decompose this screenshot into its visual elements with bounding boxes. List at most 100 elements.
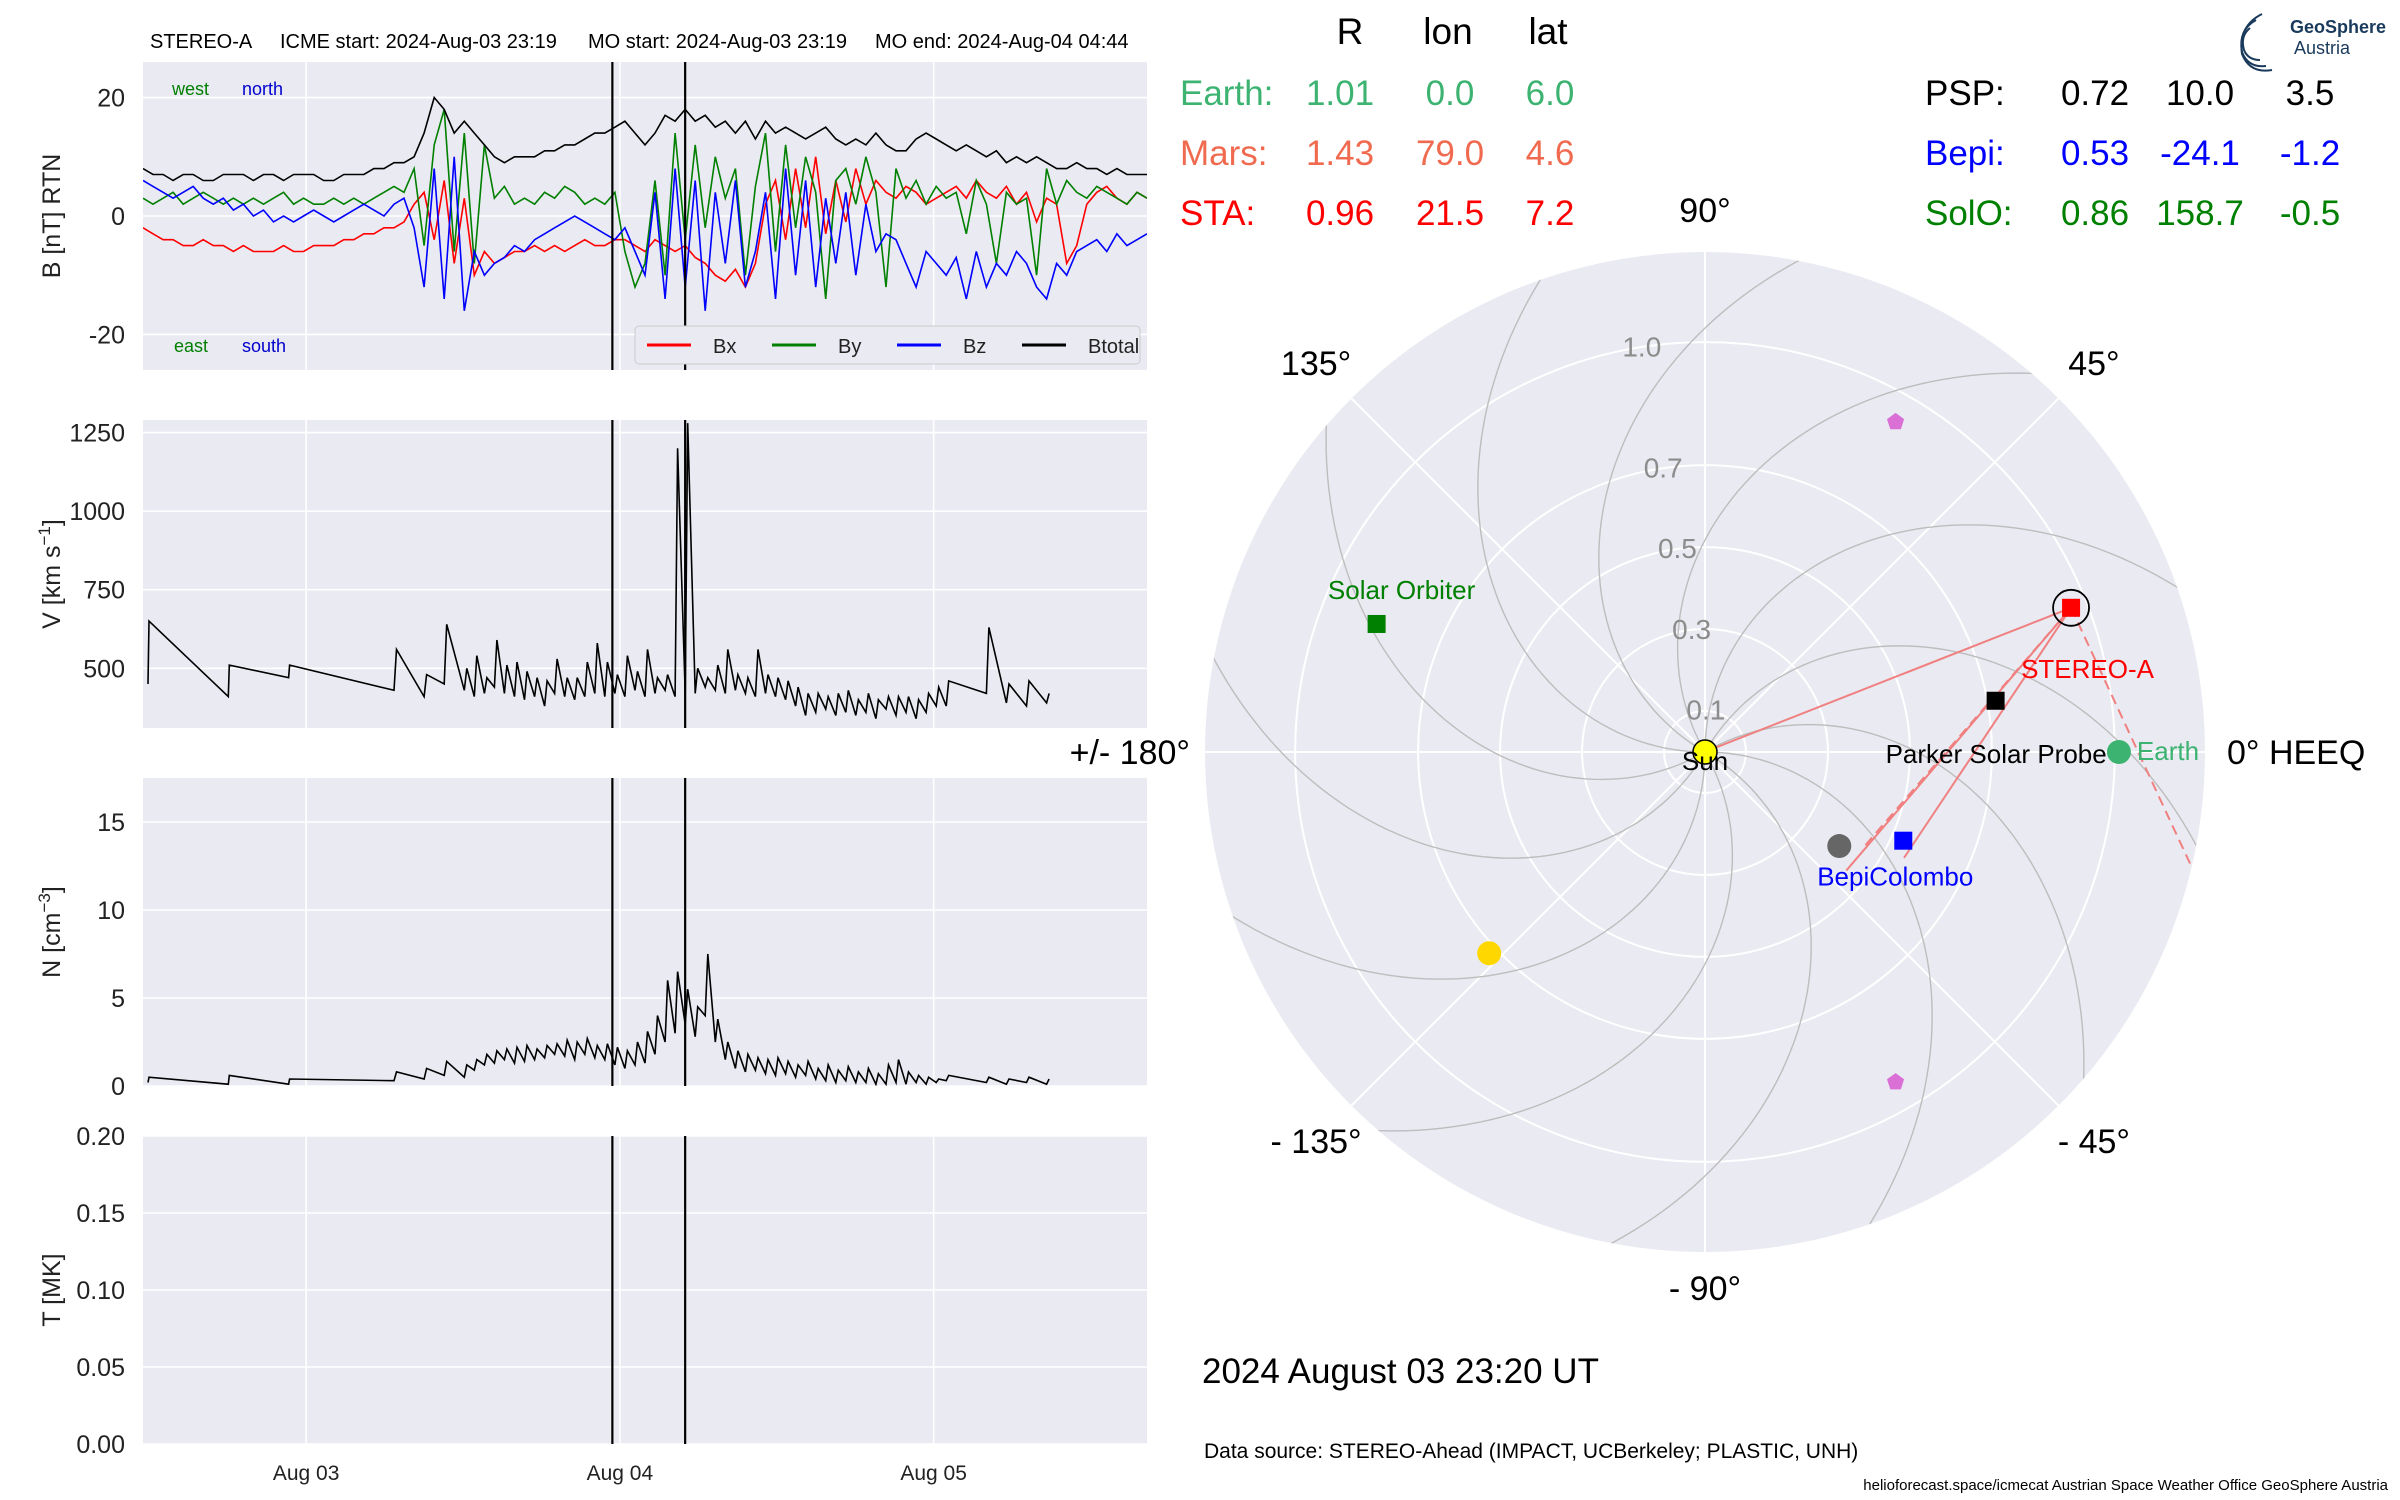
body-marker — [2106, 740, 2131, 764]
stereo-a-dashed-line — [1860, 607, 2072, 851]
angle-label: 0° HEEQ — [2227, 734, 2365, 772]
angular-gridline — [1704, 751, 2060, 1107]
stereo-a-solid-line — [1696, 606, 2072, 756]
highlight-ring — [2052, 588, 2090, 627]
row-name: STA: — [1180, 194, 1255, 233]
header-mo-start: MO start: 2024-Aug-03 23:19 — [588, 31, 847, 53]
b-panel-legend: Bx By Bz Btotal west north east south — [171, 79, 1141, 365]
x-tick-label: Aug 03 — [273, 1462, 340, 1485]
row-lon: -24.1 — [2160, 134, 2240, 173]
y-tick-label: 0 — [111, 1073, 125, 1101]
body-stereo-a: STEREO-A — [2021, 588, 2155, 684]
y-tick-label: 0.15 — [76, 1200, 125, 1228]
x-tick-label: Aug 05 — [900, 1462, 967, 1485]
body-label: Earth — [2137, 736, 2199, 766]
body-label: Solar Orbiter — [1328, 575, 1476, 605]
panel-background — [143, 420, 1147, 728]
body-label: STEREO-A — [2021, 654, 2155, 684]
row-lon: 0.0 — [1426, 74, 1475, 113]
body-bepicolombo: BepiColombo — [1817, 831, 1973, 892]
angle-label: +/- 180° — [1070, 734, 1190, 772]
y-axis-label: B [nT] RTN — [38, 154, 66, 279]
y-tick-label: 20 — [97, 85, 125, 113]
angle-label: - 45° — [2058, 1123, 2130, 1161]
row-r: 1.43 — [1306, 134, 1374, 173]
parker-spiral-line — [1477, 252, 1706, 753]
table-header-lat: lat — [1528, 11, 1568, 52]
header-mo-end: MO end: 2024-Aug-04 04:44 — [875, 31, 1129, 53]
row-r: 0.86 — [2061, 194, 2129, 233]
row-r: 0.53 — [2061, 134, 2129, 173]
row-lon: 79.0 — [1416, 134, 1484, 173]
y-axis-label-end: ] — [38, 519, 66, 526]
radial-tick-label: 1.0 — [1622, 331, 1661, 362]
y-axis-label-main: T [MK] — [38, 1253, 66, 1326]
body-label: Parker Solar Probe — [1886, 739, 2107, 769]
body-l5 — [1887, 1073, 1905, 1090]
panel-background — [143, 778, 1147, 1086]
radial-tick-label: 0.1 — [1686, 695, 1725, 726]
row-lat: 4.6 — [1526, 134, 1575, 173]
header-icme-start: ICME start: 2024-Aug-03 23:19 — [280, 31, 557, 53]
polar-position-plot: 0.1 0.3 0.5 0.7 1.0 0° HEEQ 45° 90° 135° +/- 180°… — [1070, 192, 2366, 1308]
body-sun: Sun — [1682, 739, 1728, 776]
parker-spiral-line — [1598, 252, 1835, 753]
body-marker — [1827, 834, 1852, 859]
body-marker — [1477, 941, 1502, 966]
y-axis-label-main: N [cm — [38, 913, 66, 978]
corner-label-west: west — [171, 79, 209, 99]
logo-line1: GeoSphere — [2290, 17, 2386, 37]
angular-gridline — [1704, 397, 2060, 753]
y-tick-label: 0.10 — [76, 1277, 125, 1305]
row-lon: 21.5 — [1416, 194, 1484, 233]
body-earth: Earth — [2106, 736, 2199, 766]
legend-label-Bx: Bx — [713, 336, 736, 358]
angular-gridline — [1350, 397, 1706, 753]
parker-spiral-line — [1338, 751, 1734, 1132]
stereo-a-dashed-line — [2070, 607, 2201, 886]
radial-tick-label: 0.3 — [1672, 614, 1711, 645]
angle-label: - 90° — [1669, 1270, 1741, 1308]
y-tick-label: 0.05 — [76, 1354, 125, 1382]
body-label: Sun — [1682, 746, 1728, 776]
angle-label: - 135° — [1271, 1123, 1362, 1161]
angle-label: 90° — [1679, 192, 1730, 230]
y-axis-label-main: B [nT] RTN — [38, 154, 66, 279]
y-axis-label: V [km s−1] — [35, 519, 66, 629]
row-lat: -1.2 — [2280, 134, 2340, 173]
y-axis-label: T [MK] — [38, 1253, 66, 1326]
angle-label: 135° — [1281, 345, 1351, 383]
timestamp: 2024 August 03 23:20 UT — [1202, 1352, 1599, 1391]
body-marker — [1986, 691, 2005, 710]
y-tick-label: -20 — [89, 321, 125, 349]
angle-label: 45° — [2068, 345, 2119, 383]
legend-label-Btotal: Btotal — [1088, 336, 1139, 358]
row-name: Earth: — [1180, 74, 1273, 113]
parker-spiral-line — [1704, 524, 2205, 753]
logo-swirl-icon — [2240, 13, 2273, 72]
series-Bz-line — [143, 156, 1147, 311]
row-lat: -0.5 — [2280, 194, 2340, 233]
series-By-line — [143, 109, 1147, 299]
body-marker — [2062, 598, 2081, 617]
y-tick-label: 1250 — [69, 420, 125, 448]
series-Btotal-line — [143, 95, 1147, 182]
y-axis-label-end: ] — [38, 886, 66, 893]
row-r: 0.96 — [1306, 194, 1374, 233]
parker-spiral-line — [1704, 723, 2085, 1119]
y-axis-label: N [cm−3] — [35, 886, 66, 978]
y-tick-label: 0 — [111, 203, 125, 231]
parker-spiral-line — [1325, 385, 1706, 781]
parker-spiral-line — [1205, 622, 1706, 859]
series-density-line — [147, 953, 1050, 1086]
parker-spiral-line — [1676, 372, 2072, 753]
data-source: Data source: STEREO-Ahead (IMPACT, UCBer… — [1204, 1440, 1858, 1463]
row-r: 1.01 — [1306, 74, 1374, 113]
body-parker-solar-probe: Parker Solar Probe — [1886, 691, 2107, 769]
y-tick-label: 500 — [83, 655, 125, 683]
series-speed-line — [147, 423, 1050, 719]
y-axis-label-sup: −1 — [35, 526, 54, 545]
legend-label-By: By — [838, 336, 861, 358]
